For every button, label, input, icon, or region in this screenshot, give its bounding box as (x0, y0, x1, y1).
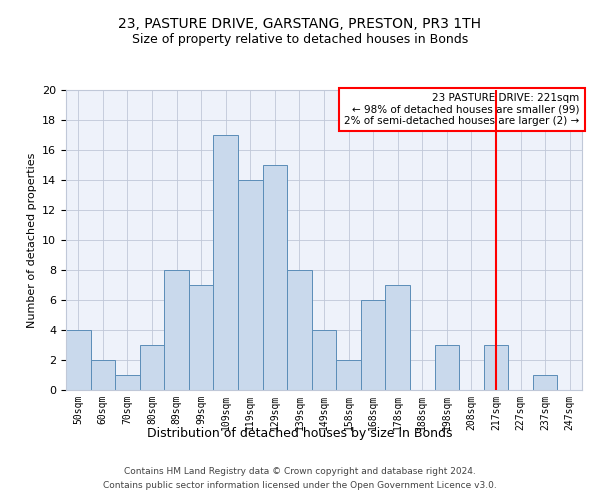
Bar (164, 270, 189, 390)
Bar (66, 330, 91, 390)
Bar (385, 285, 410, 390)
Bar (238, 180, 263, 390)
Bar (214, 135, 238, 390)
Bar (484, 345, 508, 390)
Bar (361, 300, 385, 390)
Bar (312, 330, 336, 390)
Bar (91, 360, 115, 390)
Bar (189, 285, 214, 390)
Text: Size of property relative to detached houses in Bonds: Size of property relative to detached ho… (132, 32, 468, 46)
Bar (336, 360, 361, 390)
Text: Contains public sector information licensed under the Open Government Licence v3: Contains public sector information licen… (103, 481, 497, 490)
Bar (287, 270, 312, 390)
Text: 23 PASTURE DRIVE: 221sqm
← 98% of detached houses are smaller (99)
2% of semi-de: 23 PASTURE DRIVE: 221sqm ← 98% of detach… (344, 93, 580, 126)
Bar (533, 375, 557, 390)
Text: 23, PASTURE DRIVE, GARSTANG, PRESTON, PR3 1TH: 23, PASTURE DRIVE, GARSTANG, PRESTON, PR… (119, 18, 482, 32)
Text: Contains HM Land Registry data © Crown copyright and database right 2024.: Contains HM Land Registry data © Crown c… (124, 468, 476, 476)
Bar (263, 165, 287, 390)
Text: Distribution of detached houses by size in Bonds: Distribution of detached houses by size … (147, 428, 453, 440)
Bar (115, 375, 140, 390)
Bar (140, 345, 164, 390)
Bar (434, 345, 459, 390)
Y-axis label: Number of detached properties: Number of detached properties (26, 152, 37, 328)
